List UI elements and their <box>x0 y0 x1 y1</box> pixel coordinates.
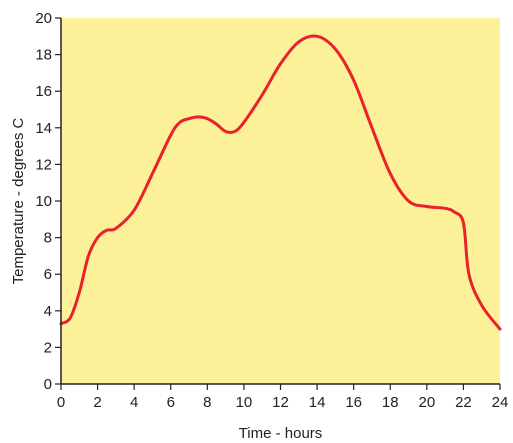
y-axis-title: Temperature - degrees C <box>10 117 27 284</box>
x-tick-label: 14 <box>309 394 326 411</box>
x-tick-label: 6 <box>167 394 175 411</box>
y-tick-label: 14 <box>35 120 52 137</box>
x-tick-label: 8 <box>203 394 211 411</box>
y-tick-label: 8 <box>44 230 52 247</box>
y-axis-ticks: 0 2 4 6 8 10 12 14 16 18 20 <box>35 10 61 393</box>
x-tick-label: 4 <box>130 394 138 411</box>
plot-area <box>61 18 500 384</box>
y-tick-label: 10 <box>35 193 52 210</box>
x-tick-label: 2 <box>93 394 101 411</box>
x-axis-ticks: 0 2 4 6 8 10 12 14 16 18 20 22 24 <box>57 384 509 411</box>
series-line <box>59 34 502 331</box>
y-tick-label: 6 <box>44 266 52 283</box>
y-tick-label: 2 <box>44 339 52 356</box>
x-tick-label: 24 <box>492 394 509 411</box>
x-tick-label: 20 <box>418 394 435 411</box>
y-tick-label: 4 <box>44 303 52 320</box>
y-tick-label: 0 <box>44 376 52 393</box>
y-tick-label: 20 <box>35 10 52 27</box>
x-tick-label: 0 <box>57 394 65 411</box>
x-tick-label: 10 <box>236 394 253 411</box>
y-tick-label: 18 <box>35 47 52 64</box>
x-tick-label: 12 <box>272 394 289 411</box>
x-tick-label: 18 <box>382 394 399 411</box>
x-tick-label: 22 <box>455 394 472 411</box>
y-tick-label: 16 <box>35 83 52 100</box>
y-tick-label: 12 <box>35 156 52 173</box>
x-axis-title: Time - hours <box>239 425 323 442</box>
x-tick-label: 16 <box>345 394 362 411</box>
